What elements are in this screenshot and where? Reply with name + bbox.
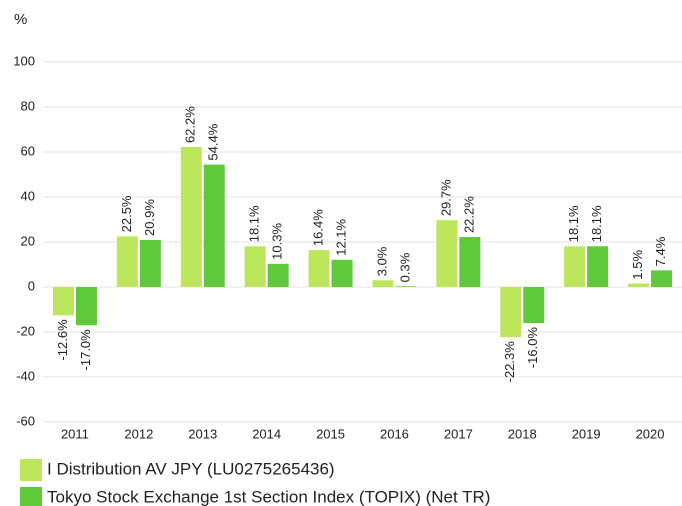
x-tick-label: 2013 (188, 426, 217, 441)
data-label: 18.1% (566, 205, 581, 242)
x-tick-label: 2016 (380, 426, 409, 441)
y-tick-label: 100 (13, 53, 35, 68)
data-label: 62.2% (183, 106, 198, 143)
data-label: 7.4% (653, 236, 668, 266)
legend-swatch (20, 487, 42, 506)
bar (523, 287, 545, 323)
data-label: 3.0% (374, 246, 389, 276)
legend-text: I Distribution AV JPY (LU0275265436) (47, 459, 335, 478)
bar (500, 287, 522, 338)
x-tick-label: 2018 (508, 426, 537, 441)
bar (52, 287, 74, 316)
y-axis-label: % (14, 11, 27, 28)
bar (651, 270, 673, 287)
legend-swatch (20, 459, 42, 481)
y-tick-label: -20 (16, 323, 35, 338)
data-label: 12.1% (333, 218, 348, 255)
legend-text: Tokyo Stock Exchange 1st Section Index (… (47, 487, 490, 506)
y-tick-label: 20 (21, 233, 35, 248)
data-label: 22.2% (461, 196, 476, 233)
data-label: -12.6% (55, 319, 70, 361)
bar (587, 246, 609, 287)
x-tick-label: 2012 (124, 426, 153, 441)
bar (75, 287, 97, 326)
data-label: 22.5% (119, 195, 134, 232)
y-tick-label: 80 (21, 98, 35, 113)
bar (139, 239, 161, 287)
data-label: 54.4% (206, 123, 221, 160)
bar (564, 246, 586, 287)
y-tick-label: -40 (16, 368, 35, 383)
bar (628, 283, 650, 287)
y-tick-label: -60 (16, 413, 35, 428)
data-label: 0.3% (397, 252, 412, 282)
y-tick-label: 0 (28, 278, 35, 293)
data-label: 20.9% (142, 199, 157, 236)
data-label: -16.0% (525, 327, 540, 369)
x-tick-label: 2011 (61, 426, 89, 441)
data-label: 29.7% (438, 179, 453, 216)
bar (267, 263, 289, 287)
x-tick-label: 2019 (572, 426, 601, 441)
y-tick-label: 40 (21, 188, 35, 203)
data-label: 18.1% (589, 205, 604, 242)
data-label: -17.0% (78, 329, 93, 371)
bar (395, 286, 417, 287)
data-label: 10.3% (270, 223, 285, 260)
data-label: 18.1% (247, 205, 262, 242)
bar (459, 237, 481, 287)
data-label: 1.5% (630, 250, 645, 280)
bar (331, 259, 353, 287)
bar (244, 246, 266, 287)
x-tick-label: 2017 (444, 426, 473, 441)
data-label: -22.3% (502, 341, 517, 383)
bar (203, 164, 225, 287)
bar (436, 220, 458, 287)
x-tick-label: 2015 (316, 426, 345, 441)
bar (180, 147, 202, 287)
x-tick-label: 2014 (252, 426, 281, 441)
bar (116, 236, 138, 287)
bar (308, 250, 330, 287)
y-tick-label: 60 (21, 143, 35, 158)
data-label: 16.4% (310, 209, 325, 246)
bar (372, 280, 394, 287)
x-tick-label: 2020 (636, 426, 665, 441)
